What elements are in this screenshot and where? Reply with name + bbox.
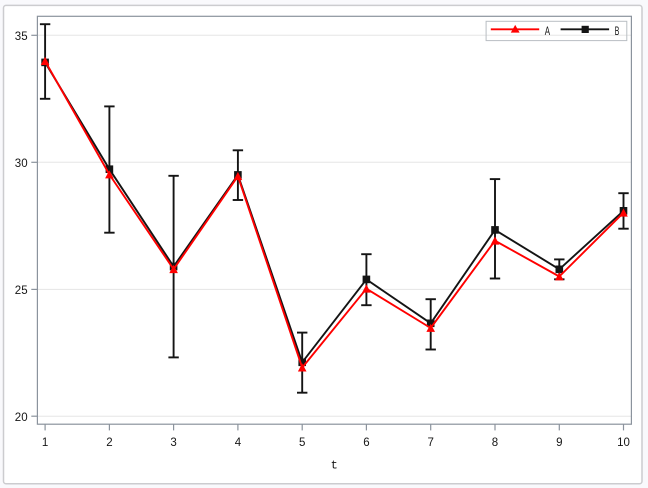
svg-text:5: 5 — [299, 437, 305, 449]
svg-text:t: t — [331, 459, 338, 473]
svg-text:30: 30 — [15, 158, 28, 170]
svg-text:8: 8 — [492, 437, 498, 449]
svg-text:3: 3 — [170, 437, 176, 449]
svg-text:6: 6 — [363, 437, 369, 449]
svg-text:10: 10 — [617, 437, 630, 449]
svg-text:2: 2 — [106, 437, 112, 449]
svg-text:9: 9 — [556, 437, 562, 449]
svg-text:A: A — [545, 26, 551, 38]
svg-text:4: 4 — [235, 437, 242, 449]
svg-text:35: 35 — [15, 31, 28, 43]
svg-text:7: 7 — [427, 437, 433, 449]
svg-text:20: 20 — [15, 412, 28, 424]
svg-text:B: B — [615, 26, 620, 38]
svg-text:25: 25 — [15, 285, 28, 297]
svg-text:1: 1 — [42, 437, 48, 449]
